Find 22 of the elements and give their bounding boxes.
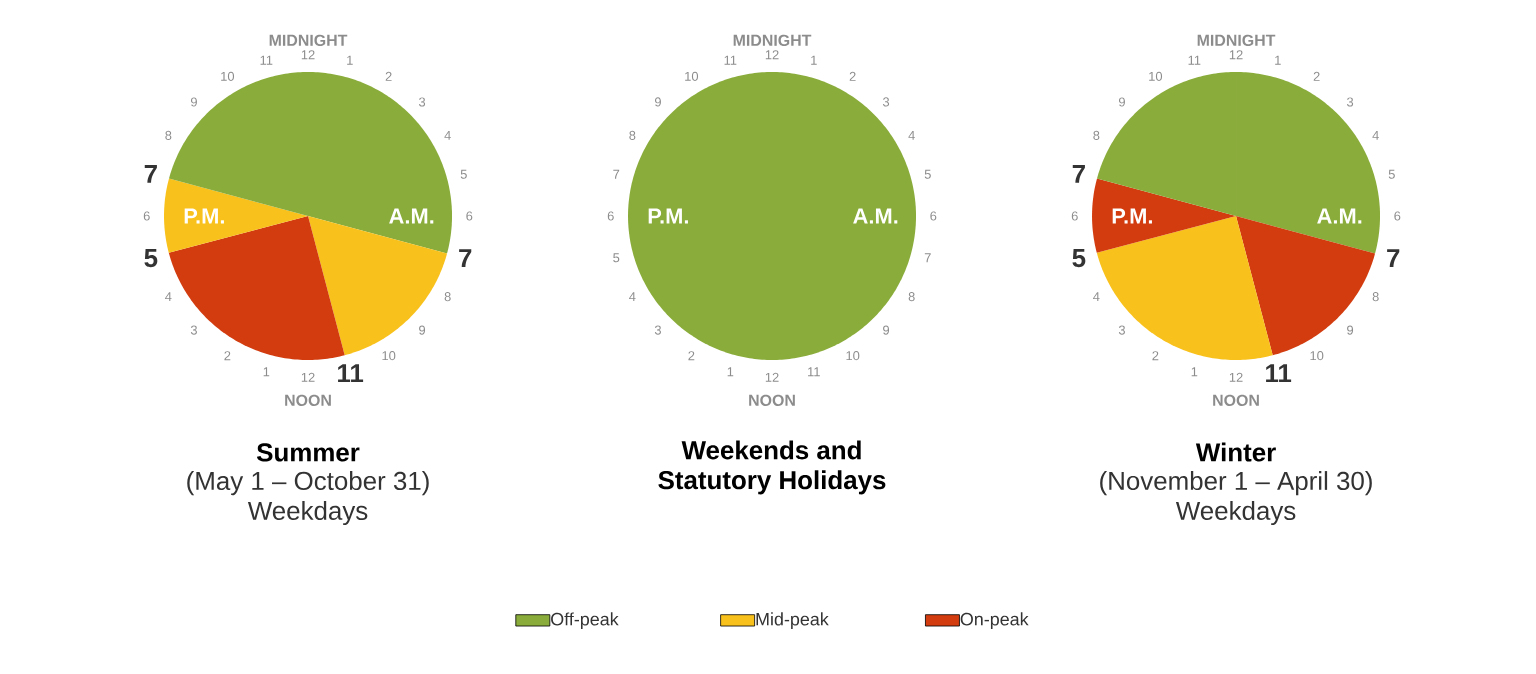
text: 7 bbox=[144, 164, 157, 183]
legend-label: Off-peak bbox=[551, 612, 619, 630]
text: 7 bbox=[1072, 164, 1085, 183]
text: A.M. bbox=[1317, 208, 1362, 224]
text: Winter bbox=[1195, 442, 1276, 462]
text: Summer bbox=[256, 443, 360, 462]
text: 7 bbox=[459, 249, 472, 268]
text: 7 bbox=[1387, 249, 1400, 268]
legend-label: On-peak bbox=[960, 612, 1029, 630]
legend-label: Mid-peak bbox=[756, 612, 829, 630]
text: 5 bbox=[144, 249, 158, 268]
text: 11 bbox=[1266, 364, 1292, 383]
text: P.M. bbox=[184, 208, 224, 224]
text: P.M. bbox=[648, 208, 688, 224]
text: (November 1 – April 30) Weekdays bbox=[1100, 471, 1372, 526]
text: 5 bbox=[1072, 249, 1086, 268]
text: A.M. bbox=[389, 208, 434, 224]
text: Weekends and Statutory Holidays bbox=[658, 440, 886, 495]
text: P.M. bbox=[1112, 208, 1152, 224]
text: (May 1 – October 31) Weekdays bbox=[187, 471, 429, 526]
text: 11 bbox=[338, 364, 364, 383]
text: A.M. bbox=[853, 208, 898, 224]
